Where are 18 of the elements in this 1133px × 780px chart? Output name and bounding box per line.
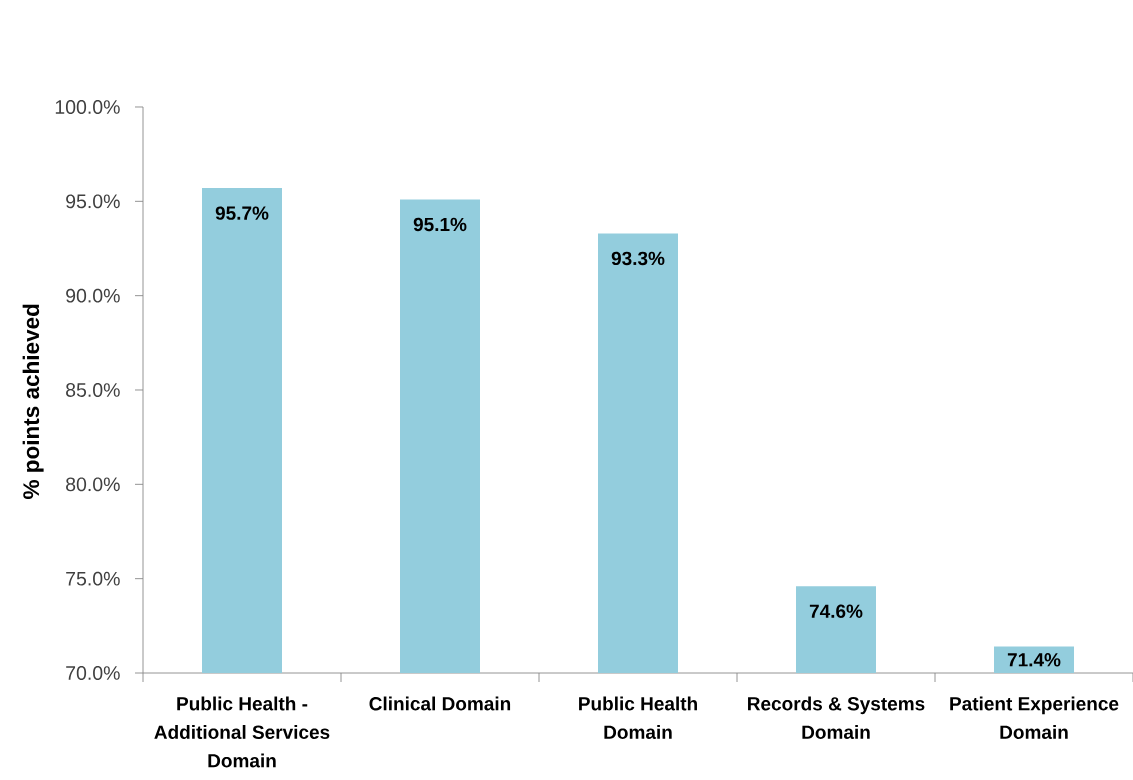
y-tick-label: 75.0% (66, 571, 120, 586)
y-axis-title: % points achieved (22, 304, 44, 499)
x-tick-label: Public Health Domain (579, 696, 697, 739)
x-tick-label: Records & Systems Domain (748, 696, 925, 739)
data-label: 93.3% (611, 251, 665, 266)
y-tick-label: 90.0% (66, 288, 120, 303)
data-label: 95.1% (413, 217, 467, 232)
data-label: 95.7% (215, 206, 269, 220)
data-label: 74.6% (809, 604, 863, 618)
x-tick-label: Patient Experience Domain (950, 696, 1119, 739)
y-tick-label: 95.0% (66, 194, 120, 209)
x-tick-label: Clinical Domain (369, 696, 511, 711)
y-tick-label: 100.0% (55, 100, 120, 114)
y-tick-label: 85.0% (66, 383, 120, 397)
y-tick-label: 80.0% (66, 477, 120, 492)
data-label: 71.4% (1007, 653, 1061, 667)
x-tick-label: Public Health - Additional Services Domain (154, 696, 330, 768)
y-tick-label: 70.0% (66, 666, 120, 680)
